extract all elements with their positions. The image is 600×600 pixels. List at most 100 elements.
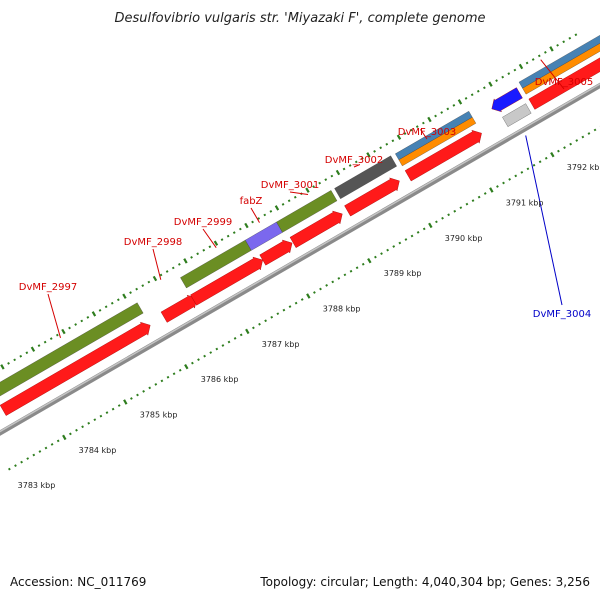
scale-label: 3786 kbp [201,375,239,384]
minor-tick [483,86,486,90]
minor-tick [440,111,444,114]
major-tick [335,169,341,176]
minor-tick [556,43,559,47]
label-leader-line [250,207,260,223]
minor-tick [392,245,396,248]
major-tick [244,222,249,229]
cds-arrow [404,129,482,182]
minor-tick [93,418,97,422]
minor-tick [264,319,267,323]
label-leader-line [289,191,309,195]
gene-label: DvMF_2998 [124,237,182,248]
cds-arrow [190,256,263,306]
minor-tick [447,213,450,217]
minor-tick [44,446,48,450]
minor-tick [360,157,364,160]
cds-arrow [259,239,293,266]
minor-tick [221,344,225,347]
cds-arrow [344,177,400,217]
minor-tick [111,407,115,411]
minor-tick [8,467,11,471]
minor-tick [537,54,541,58]
minor-tick [581,135,585,139]
minor-tick [98,308,102,312]
minor-tick [26,457,30,460]
minor-tick [514,174,518,178]
minor-tick [104,305,108,309]
scale-label: 3787 kbp [262,340,300,349]
major-tick [91,311,97,317]
major-tick [184,363,189,370]
minor-tick [130,397,133,400]
major-tick [152,275,158,282]
minor-tick [269,210,273,213]
minor-tick [202,248,206,252]
minor-tick [177,263,181,266]
minor-tick [575,139,579,142]
label-leader-line [202,228,217,248]
minor-tick [574,33,578,37]
major-tick [518,63,524,70]
minor-tick [69,432,72,436]
gene-label: DvMF_2997 [19,282,77,293]
backbone-highlight [0,83,600,433]
minor-tick [508,178,512,181]
minor-tick [422,227,426,231]
minor-tick [50,443,54,446]
minor-tick [87,421,91,425]
cds-arrow [289,210,343,248]
minor-tick [147,280,151,284]
minor-tick [587,132,591,135]
major-tick [122,293,127,299]
scale-label: 3789 kbp [384,269,422,278]
gene-features [0,35,600,416]
minor-tick [142,390,145,393]
minor-tick [226,234,230,238]
minor-tick [117,404,121,407]
minor-tick [544,51,547,54]
label-leader-line [152,248,162,280]
gene-label: fabZ [240,196,263,207]
major-tick [30,346,36,352]
cds-arrow-reverse [491,87,523,113]
label-leader-line [525,135,563,306]
minor-tick [227,340,231,344]
minor-tick [415,125,419,128]
minor-tick [136,393,139,397]
cds-arrow [528,57,600,110]
minor-tick [38,450,42,453]
cog-band [502,103,532,127]
minor-tick [258,322,261,326]
minor-tick [49,337,53,340]
minor-tick [239,333,243,337]
cog-band [395,110,473,161]
scale-label: 3783 kbp [18,481,56,490]
minor-tick [99,414,103,418]
minor-tick [287,199,291,203]
minor-tick [25,351,29,355]
gene-label: DvMF_2999 [174,217,232,228]
minor-tick [452,104,456,107]
minor-tick [562,40,566,44]
scale-label: 3792 kbp [567,163,600,172]
minor-tick [318,181,322,185]
minor-tick [446,107,450,111]
minor-tick [477,195,481,199]
major-tick [396,134,402,140]
minor-tick [105,411,109,414]
minor-tick [398,241,402,245]
gene-label: DvMF_3005 [535,77,593,88]
minor-tick [483,192,487,195]
minor-tick [68,326,71,330]
minor-tick [416,231,420,234]
cog-band [518,35,600,89]
minor-tick [215,347,219,351]
minor-tick [410,234,414,238]
minor-tick [544,156,548,160]
minor-tick [337,276,341,280]
minor-tick [13,358,17,362]
minor-tick [232,231,236,234]
minor-tick [403,132,407,136]
minor-tick [331,280,335,284]
minor-tick [294,301,298,305]
